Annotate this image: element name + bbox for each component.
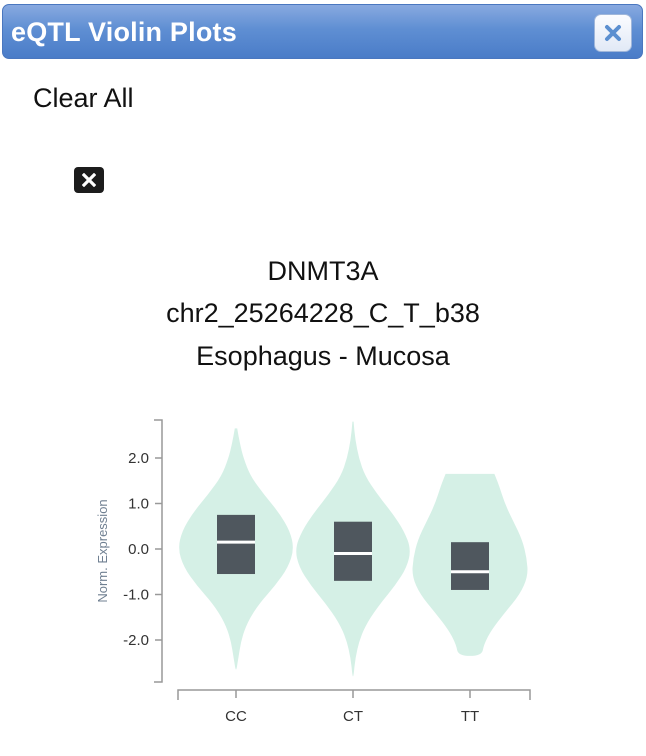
plot-title-variant: chr2_25264228_C_T_b38 — [166, 298, 480, 328]
dialog-title: eQTL Violin Plots — [11, 17, 237, 47]
box-CC — [217, 514, 255, 575]
x-tick-label-TT: TT — [461, 708, 479, 725]
box-CT — [334, 521, 372, 581]
box-TT — [451, 542, 489, 590]
close-button[interactable] — [594, 14, 632, 52]
y-axis-line — [154, 419, 163, 683]
x-tick-label-CC: CC — [225, 708, 247, 725]
y-tick-label: 2.0 — [128, 450, 149, 467]
dialog-titlebar[interactable]: eQTL Violin Plots — [2, 4, 643, 59]
x-axis-line — [177, 689, 531, 700]
x-tick-label-CT: CT — [343, 708, 363, 725]
y-axis-label: Norm. Expression — [95, 499, 110, 602]
remove-plot-button[interactable] — [74, 167, 104, 193]
y-tick-label: -1.0 — [123, 587, 149, 604]
close-icon — [605, 25, 621, 41]
y-tick-label: 0.0 — [128, 541, 149, 558]
plot-title-tissue: Esophagus - Mucosa — [196, 341, 450, 371]
y-tick-label: 1.0 — [128, 496, 149, 513]
remove-plot-icon — [82, 173, 96, 187]
y-tick-label: -2.0 — [123, 632, 149, 649]
plot-title-gene: DNMT3A — [267, 256, 379, 286]
clear-all-link[interactable]: Clear All — [33, 83, 134, 113]
